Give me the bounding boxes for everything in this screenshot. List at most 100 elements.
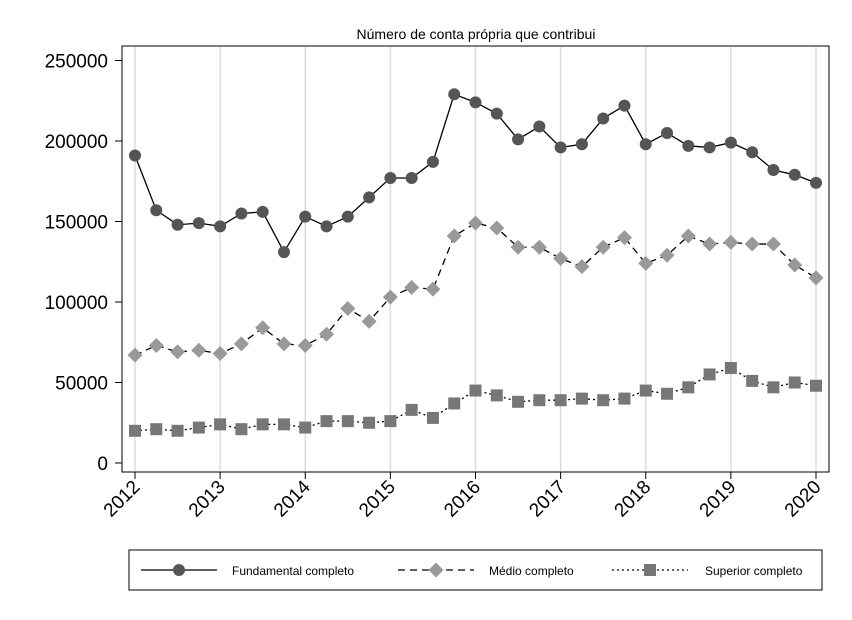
data-point <box>214 418 227 431</box>
legend-box <box>128 549 823 591</box>
data-point <box>277 418 290 431</box>
data-point <box>490 389 503 402</box>
data-point <box>661 126 674 139</box>
data-point <box>469 384 482 397</box>
data-point <box>233 336 249 352</box>
data-point <box>214 220 227 233</box>
data-point <box>724 136 737 149</box>
x-tick-label: 2019 <box>696 477 741 522</box>
data-point <box>426 155 439 168</box>
x-tick-label: 2018 <box>611 477 656 522</box>
data-point <box>363 416 376 429</box>
data-point <box>341 415 354 428</box>
data-point <box>744 236 760 252</box>
data-point <box>340 300 356 316</box>
data-point <box>639 384 652 397</box>
data-point <box>255 320 271 336</box>
data-point <box>425 281 441 297</box>
x-tick-label: 2017 <box>525 477 570 522</box>
data-point <box>618 99 631 112</box>
x-tick-label: 2015 <box>355 477 400 522</box>
data-point <box>382 289 398 305</box>
data-point <box>703 368 716 381</box>
data-point <box>405 403 418 416</box>
data-point <box>361 313 377 329</box>
data-point <box>235 423 248 436</box>
data-point <box>320 220 333 233</box>
data-point <box>192 217 205 230</box>
data-point <box>616 230 632 246</box>
data-point <box>618 392 631 405</box>
x-tick-label: 2020 <box>781 477 826 522</box>
data-point <box>277 246 290 259</box>
data-point <box>639 138 652 151</box>
data-point <box>746 146 759 159</box>
data-point <box>256 418 269 431</box>
data-point <box>469 96 482 109</box>
legend-marker <box>644 564 656 576</box>
data-point <box>468 215 483 231</box>
data-point <box>746 374 759 387</box>
x-tick-label: 2013 <box>185 477 230 522</box>
data-point <box>553 251 569 267</box>
series-1 <box>127 215 824 363</box>
data-point <box>384 172 397 185</box>
data-point <box>150 423 163 436</box>
data-point <box>446 228 462 244</box>
data-point <box>810 379 822 392</box>
data-point <box>150 204 163 217</box>
data-point <box>575 392 588 405</box>
data-point <box>512 133 525 146</box>
legend-entry-2: Superior completo <box>612 564 803 578</box>
data-point <box>148 337 164 353</box>
data-point <box>554 394 567 407</box>
data-point <box>448 397 461 410</box>
data-point <box>767 381 780 394</box>
data-point <box>127 347 143 363</box>
chart-title: Número de conta própria que contribui <box>357 26 596 42</box>
data-point <box>533 120 546 133</box>
data-point <box>256 205 269 218</box>
legend-entry-1: Médio completo <box>398 562 574 578</box>
data-point <box>490 107 503 120</box>
x-tick-label: 2012 <box>100 477 145 522</box>
data-point <box>788 376 801 389</box>
legend-label: Superior completo <box>705 564 803 578</box>
data-point <box>574 259 590 275</box>
y-tick-label: 100000 <box>45 293 108 314</box>
data-point <box>448 88 461 101</box>
data-point <box>363 191 376 204</box>
series-line <box>134 222 817 356</box>
legend-entry-0: Fundamental completo <box>141 564 354 578</box>
x-tick-label: 2016 <box>440 477 485 522</box>
series-0 <box>129 88 822 259</box>
data-point <box>810 176 822 189</box>
legend-marker <box>173 564 185 576</box>
data-point <box>597 112 610 125</box>
data-point <box>767 163 780 176</box>
data-point <box>235 207 248 220</box>
data-point <box>531 239 547 255</box>
data-point <box>638 255 654 271</box>
data-point <box>212 346 228 362</box>
y-tick-label: 50000 <box>55 374 108 395</box>
data-point <box>512 395 525 408</box>
legend-label: Médio completo <box>489 564 574 578</box>
data-point <box>723 234 739 250</box>
data-point <box>575 138 588 151</box>
data-point <box>129 424 141 437</box>
data-point <box>724 362 737 375</box>
data-point <box>554 141 567 154</box>
series-layer <box>127 88 824 437</box>
data-point <box>129 149 141 162</box>
x-tick-label: 2014 <box>270 476 315 521</box>
y-tick-label: 200000 <box>45 132 108 153</box>
series-2 <box>129 362 822 437</box>
legend-marker <box>428 562 444 578</box>
data-point <box>661 387 674 400</box>
data-point <box>426 411 439 424</box>
data-point <box>299 210 312 223</box>
data-point <box>680 228 696 244</box>
data-point <box>787 257 803 273</box>
